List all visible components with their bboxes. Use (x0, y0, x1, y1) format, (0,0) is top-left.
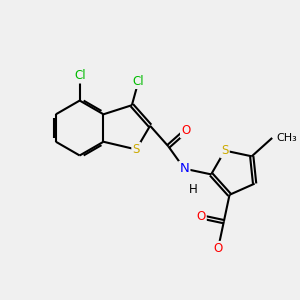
Text: N: N (179, 162, 189, 175)
Text: H: H (189, 183, 198, 196)
Text: O: O (214, 242, 223, 255)
Text: CH₃: CH₃ (276, 133, 297, 143)
Text: Cl: Cl (133, 75, 144, 88)
Text: S: S (221, 144, 229, 157)
Text: S: S (133, 143, 140, 156)
Text: O: O (181, 124, 190, 137)
Text: Cl: Cl (74, 69, 85, 82)
Text: O: O (196, 210, 206, 223)
